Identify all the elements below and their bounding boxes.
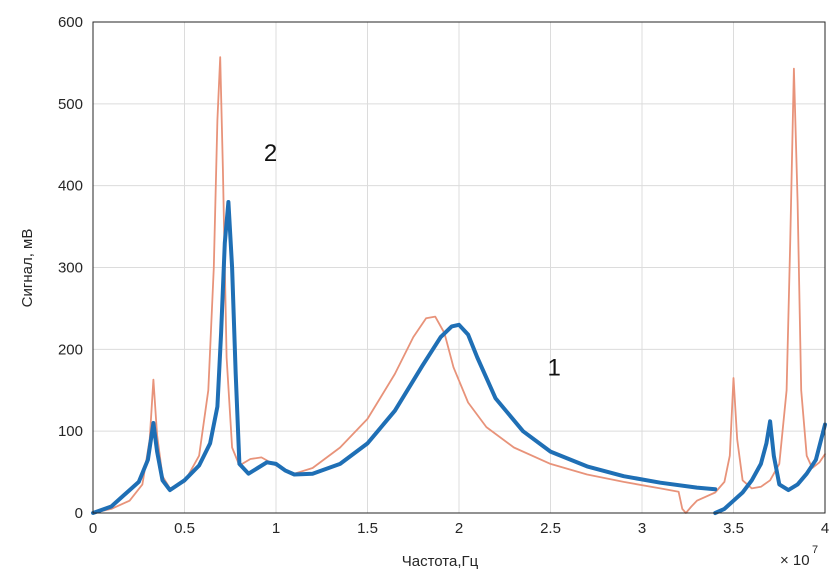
y-tick-label: 500 [58, 96, 83, 113]
series-line-1 [92, 56, 826, 514]
curve-annotation: 2 [264, 140, 277, 167]
x-tick-label: 2 [455, 520, 463, 537]
series-line-2 [91, 200, 718, 515]
x-tick-label: 4 [821, 520, 829, 537]
tick-labels: 0 0.5 1 1.5 2 2.5 3 3.5 4 0 100 200 300 400 500 600 [58, 14, 829, 537]
series-line-3 [713, 419, 827, 515]
x-tick-label: 0.5 [174, 520, 195, 537]
series-layer [91, 56, 827, 515]
x-tick-label: 1.5 [357, 520, 378, 537]
x-tick-label: 3 [638, 520, 646, 537]
x-tick-label: 3.5 [723, 520, 744, 537]
x-tick-label: 0 [89, 520, 97, 537]
y-tick-label: 0 [75, 505, 83, 522]
x-exponent: × 10 7 [780, 544, 818, 569]
plot-frame [92, 21, 826, 514]
y-axis-label: Сигнал, мВ [19, 229, 36, 308]
x-exponent-base: × 10 [780, 552, 810, 569]
y-tick-label: 400 [58, 178, 83, 195]
y-tick-label: 300 [58, 260, 83, 277]
x-tick-label: 1 [272, 520, 280, 537]
x-axis-label: Частота,Гц [402, 553, 479, 570]
x-tick-label: 2.5 [540, 520, 561, 537]
x-exponent-power: 7 [812, 544, 818, 556]
y-tick-label: 100 [58, 423, 83, 440]
annotations: 21 [264, 140, 561, 381]
y-tick-label: 600 [58, 14, 83, 31]
y-tick-label: 200 [58, 341, 83, 358]
curve-annotation: 1 [547, 355, 560, 382]
